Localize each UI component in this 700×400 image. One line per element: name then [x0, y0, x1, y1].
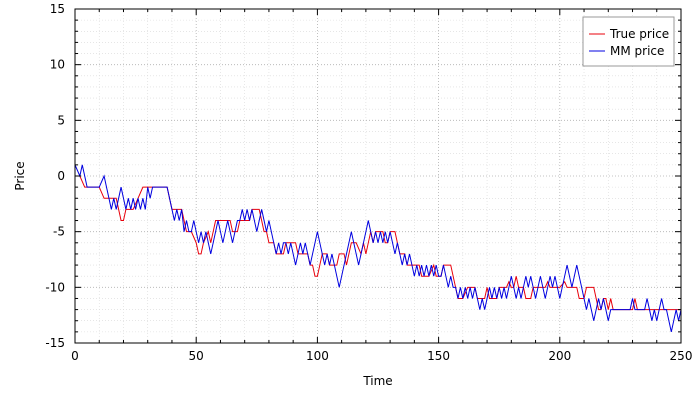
legend-box: [582, 16, 675, 67]
tick-labels: 0 50 100 150 200 250 -15 -10 -5 0 5 10 15: [45, 2, 692, 363]
series-line-mm-price: [74, 164, 682, 332]
series-layer: [74, 164, 682, 332]
legend: True price MM price: [582, 16, 675, 67]
y-tick-label: -15: [45, 336, 65, 350]
minor-gridlines: [75, 9, 681, 343]
y-tick-label: -10: [45, 280, 65, 294]
legend-label: True price: [609, 27, 669, 41]
x-tick-label: 200: [548, 349, 571, 363]
y-tick-label: 10: [50, 58, 65, 72]
x-tick-label: 250: [670, 349, 693, 363]
y-tick-label: 5: [57, 113, 65, 127]
axis-ticks: [74, 8, 682, 344]
x-axis-label: Time: [362, 374, 392, 388]
y-tick-label: 15: [50, 2, 65, 16]
x-tick-label: 0: [71, 349, 79, 363]
y-tick-label: -5: [53, 225, 65, 239]
x-tick-label: 50: [189, 349, 204, 363]
x-tick-label: 150: [427, 349, 450, 363]
x-tick-label: 100: [306, 349, 329, 363]
legend-label: MM price: [610, 44, 664, 58]
y-axis-label: Price: [13, 161, 27, 190]
y-tick-label: 0: [57, 169, 65, 183]
